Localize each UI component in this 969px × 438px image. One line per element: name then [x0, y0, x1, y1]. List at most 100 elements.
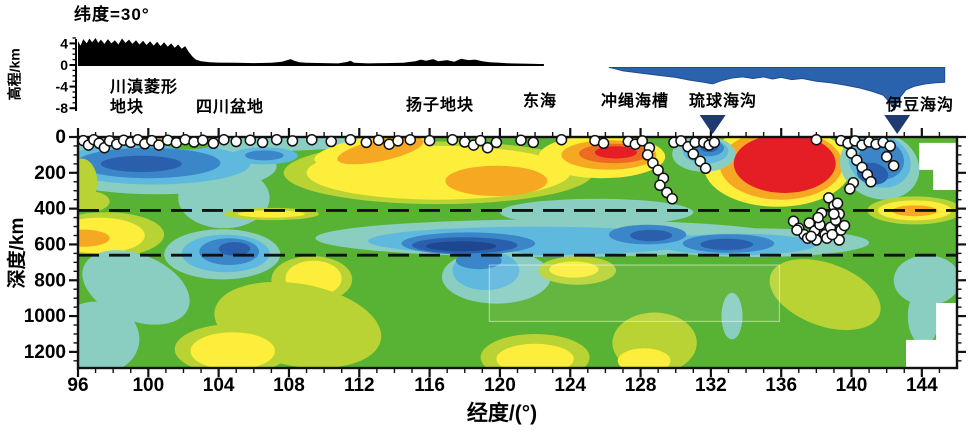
region-label: 扬子地块 [406, 97, 475, 114]
topography-silhouette [78, 38, 544, 65]
x-tick-label: 104 [203, 375, 235, 396]
anomaly-blob [445, 165, 548, 197]
earthquake-marker [828, 208, 840, 220]
elevation-tick-label: 0 [60, 57, 68, 73]
earthquake-marker [153, 139, 165, 151]
region-label: 川滇菱形 [110, 79, 179, 96]
x-tick-label: 96 [67, 375, 88, 396]
region-label: 冲绳海槽 [601, 93, 670, 110]
anomaly-blob [100, 155, 182, 172]
earthquake-marker [515, 134, 527, 146]
bathymetry-silhouette [608, 67, 946, 111]
figure-title: 纬度=30° [74, 5, 150, 24]
anomaly-blob [733, 137, 836, 193]
x-tick-label: 112 [344, 375, 375, 396]
earthquake-marker [230, 135, 242, 148]
y-tick-label: 400 [34, 199, 66, 220]
region-label: 东海 [523, 93, 558, 110]
trench-marker-triangle [699, 115, 726, 134]
earthquakes [77, 133, 900, 246]
anomaly-blob [594, 146, 638, 159]
earthquake-marker [880, 150, 893, 163]
anomaly-blob [769, 259, 881, 331]
y-tick-label: 0 [55, 127, 66, 148]
earthquake-marker [865, 176, 877, 188]
y-tick-label: 200 [34, 163, 66, 184]
anomaly-blob [78, 301, 140, 368]
y-tick-label: 1000 [24, 306, 66, 327]
anomaly-blob [496, 343, 574, 368]
earthquake-marker [372, 134, 385, 146]
longitude-axis-label: 经度/(°) [466, 402, 538, 425]
region-label: 琉球海沟 [689, 93, 758, 110]
earthquake-marker [844, 183, 856, 195]
earthquake-marker [597, 137, 610, 150]
anomaly-blob [426, 241, 497, 252]
x-tick-label: 100 [132, 375, 164, 396]
reference-box [488, 264, 781, 323]
anomaly-blob [891, 205, 938, 217]
x-tick-label: 108 [273, 375, 305, 396]
earthquake-marker [256, 136, 269, 149]
x-tick-label: 116 [414, 375, 445, 396]
earthquake-marker [286, 135, 299, 147]
x-tick-label: 136 [765, 375, 797, 396]
elevation-tick-label: -8 [56, 100, 69, 116]
earthquake-marker [884, 140, 896, 152]
anomaly-blob [190, 332, 275, 368]
earthquake-marker [812, 211, 824, 224]
anomaly-blob [700, 238, 754, 251]
earthquake-marker [687, 148, 700, 160]
earthquake-marker [822, 192, 835, 204]
earthquake-marker [652, 164, 664, 176]
x-tick-label: 124 [554, 375, 586, 396]
earthquake-marker [636, 135, 649, 147]
depth-axis-label: 深度/km [7, 217, 29, 289]
earthquake-marker [306, 133, 318, 146]
earthquake-marker [446, 133, 459, 146]
earthquake-marker [641, 149, 654, 161]
x-tick-label: 140 [836, 375, 868, 396]
tomography-panel [78, 137, 957, 368]
earthquake-marker [423, 134, 436, 147]
earthquake-marker [270, 133, 283, 146]
elevation-axis-label: 高程/km [6, 48, 23, 101]
earthquake-marker [654, 179, 666, 192]
x-tick-label: 132 [695, 375, 727, 396]
earthquake-marker [527, 136, 540, 149]
earthquake-marker [708, 136, 721, 149]
earthquake-marker [838, 219, 851, 232]
anomaly-blob [499, 198, 694, 226]
trench-marker-triangle [884, 115, 911, 134]
anomaly-blob [218, 242, 251, 256]
earthquake-marker [490, 136, 503, 149]
elevation-tick-label: 4 [60, 35, 68, 51]
anomaly-blob [630, 229, 673, 242]
earthquake-marker [555, 133, 568, 146]
earthquake-marker [392, 135, 404, 147]
earthquake-marker [805, 230, 817, 243]
earthquake-marker [197, 134, 209, 146]
earthquake-marker [207, 137, 220, 150]
earthquake-marker [244, 134, 257, 146]
earthquake-marker [218, 133, 230, 146]
x-tick-label: 120 [484, 375, 516, 396]
no-data-region [919, 142, 957, 190]
anomaly-blob [244, 150, 284, 161]
earthquake-marker [831, 197, 844, 210]
earthquake-marker [360, 136, 373, 149]
no-data-region [906, 303, 957, 368]
earthquake-marker [810, 133, 823, 146]
earthquake-marker [791, 224, 803, 236]
earthquake-marker [666, 193, 678, 205]
x-tick-label: 144 [906, 375, 938, 396]
region-label: 伊豆海沟 [886, 97, 955, 114]
earthquake-marker [325, 135, 337, 148]
earthquake-marker [344, 133, 357, 146]
earthquake-marker [803, 217, 816, 229]
y-tick-label: 600 [34, 234, 66, 255]
earthquake-marker [887, 159, 900, 172]
anomaly-blob [617, 348, 671, 368]
anomaly-blob [893, 255, 957, 306]
